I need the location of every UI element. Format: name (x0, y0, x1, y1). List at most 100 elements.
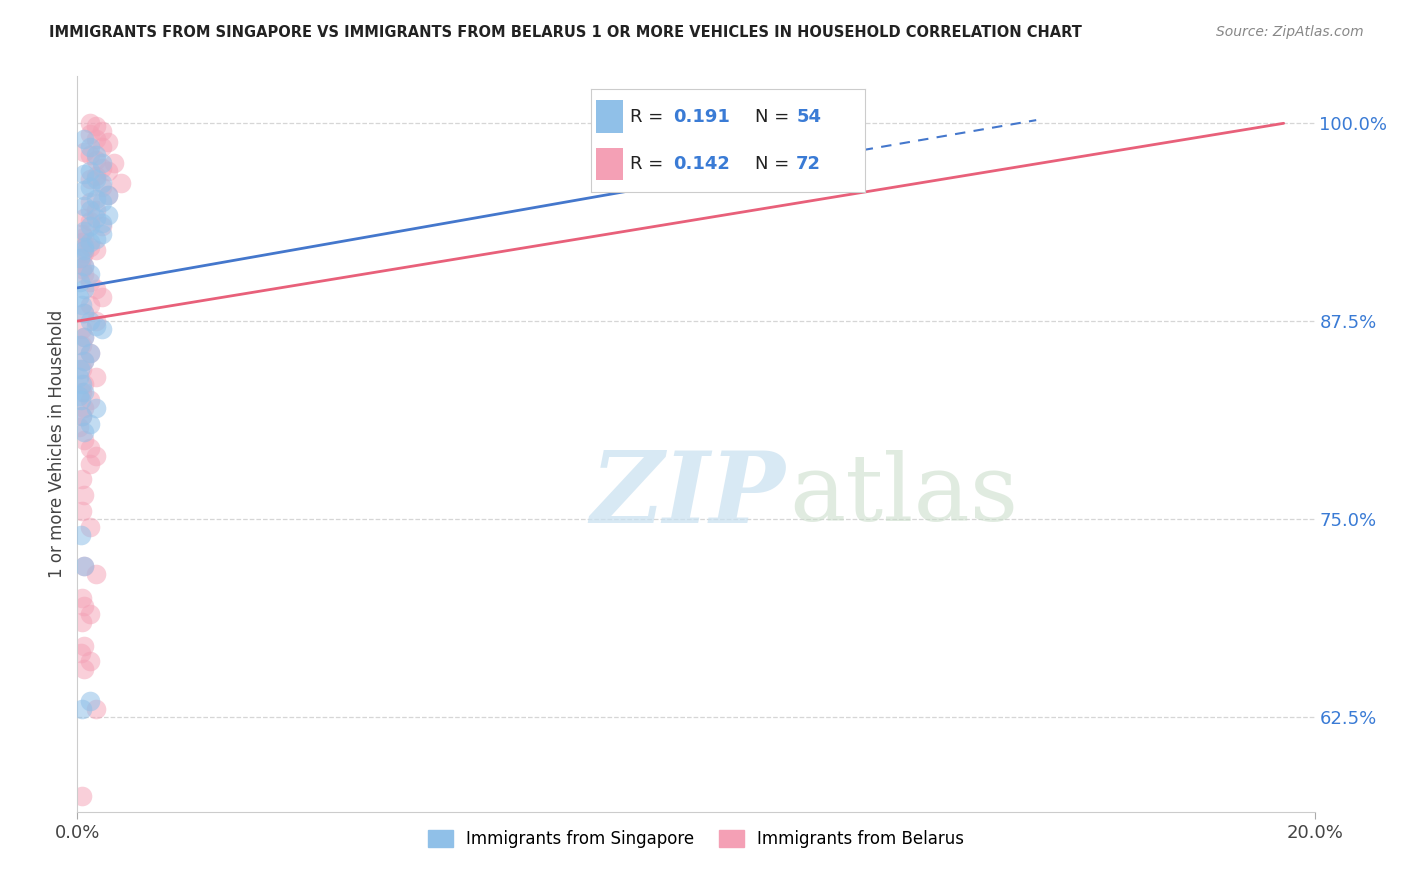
Point (72, 488, 94, 502)
Point (79, 607, 101, 621)
Point (70, 472, 93, 486)
Point (79, 654, 101, 668)
Point (70, 393, 93, 408)
Point (67, 369, 90, 384)
Point (72, 251, 94, 265)
Point (72, 385, 94, 400)
Point (91, 161, 114, 175)
Point (72, 224, 94, 238)
Point (72, 361, 94, 376)
Point (70, 385, 93, 400)
Point (84, 203, 107, 218)
Point (84, 132, 107, 146)
Point (72, 591, 94, 605)
Point (70, 504, 93, 518)
Point (72, 377, 94, 392)
Point (79, 345, 101, 359)
Point (79, 441, 101, 455)
Point (72, 599, 94, 613)
Point (79, 393, 101, 408)
Point (72, 267, 94, 281)
Point (79, 128, 101, 142)
Point (70, 647, 93, 661)
Point (84, 120, 107, 134)
Point (72, 230, 94, 244)
Point (72, 559, 94, 574)
Text: 54: 54 (796, 108, 821, 126)
Point (79, 116, 101, 130)
Text: N =: N = (755, 108, 794, 126)
Point (91, 156, 114, 170)
Point (72, 559, 94, 574)
Text: 72: 72 (796, 155, 821, 173)
Point (72, 306, 94, 320)
Point (79, 694, 101, 708)
Point (84, 702, 107, 716)
Point (84, 369, 107, 384)
Point (84, 567, 107, 582)
Point (72, 353, 94, 368)
Point (79, 203, 101, 218)
Point (79, 235, 101, 249)
Point (72, 353, 94, 368)
Point (91, 177, 114, 191)
Point (70, 702, 93, 716)
Point (70, 235, 93, 249)
Point (72, 401, 94, 416)
Point (72, 433, 94, 447)
Point (84, 243, 107, 257)
Bar (596, 148, 623, 180)
Point (110, 177, 132, 191)
Point (72, 298, 94, 312)
Text: 0.191: 0.191 (672, 108, 730, 126)
Point (84, 192, 107, 206)
Point (84, 232, 107, 246)
Point (91, 227, 114, 241)
Point (79, 457, 101, 471)
Legend: Immigrants from Singapore, Immigrants from Belarus: Immigrants from Singapore, Immigrants fr… (420, 823, 972, 855)
Point (79, 298, 101, 312)
Point (79, 214, 101, 228)
Point (84, 449, 107, 463)
Y-axis label: 1 or more Vehicles in Household: 1 or more Vehicles in Household (48, 310, 66, 578)
Point (72, 330, 94, 344)
Point (84, 148, 107, 162)
Point (91, 195, 114, 210)
Point (72, 789, 94, 803)
Point (91, 216, 114, 230)
Point (72, 167, 94, 181)
Point (72, 330, 94, 344)
Point (72, 183, 94, 197)
Point (70, 338, 93, 352)
Point (72, 198, 94, 212)
Point (84, 153, 107, 167)
Bar (596, 101, 623, 133)
Point (97, 208, 120, 222)
Point (72, 306, 94, 320)
Point (84, 314, 107, 328)
Point (72, 132, 94, 146)
Point (72, 425, 94, 439)
Point (84, 283, 107, 297)
Text: R =: R = (630, 108, 669, 126)
Point (72, 662, 94, 676)
Point (91, 179, 114, 194)
Point (67, 388, 90, 402)
Point (72, 639, 94, 653)
Point (97, 136, 120, 150)
Point (84, 401, 107, 416)
Text: ZIP: ZIP (591, 447, 786, 543)
Point (69, 275, 91, 289)
Text: 0.142: 0.142 (672, 155, 730, 173)
Text: R =: R = (630, 155, 669, 173)
Point (79, 179, 101, 194)
Point (67, 290, 90, 304)
Point (69, 338, 91, 352)
Point (72, 259, 94, 273)
Point (97, 187, 120, 202)
Point (69, 251, 91, 265)
Point (70, 528, 93, 542)
Point (91, 140, 114, 154)
Point (79, 140, 101, 154)
Point (72, 240, 94, 254)
